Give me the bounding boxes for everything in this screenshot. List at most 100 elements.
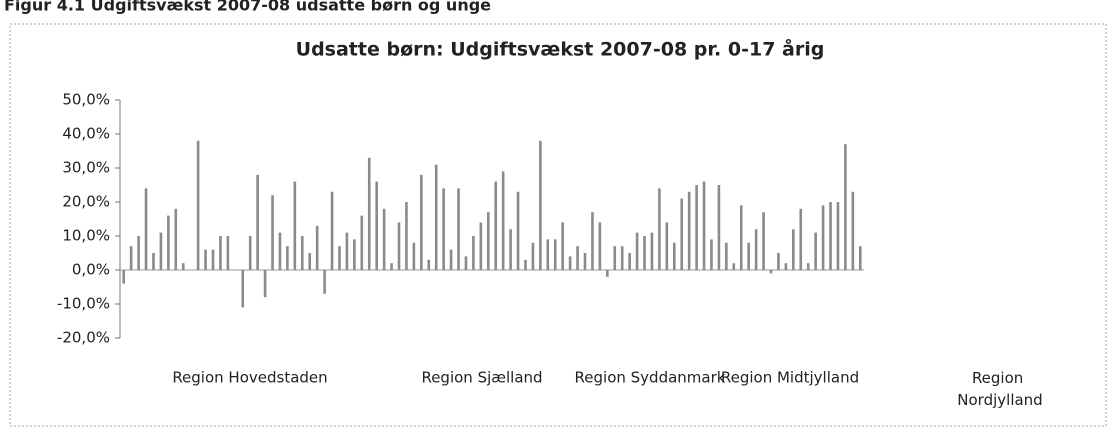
bar [486, 212, 490, 270]
bar [732, 263, 736, 270]
bar [606, 270, 609, 277]
bar [144, 188, 148, 270]
bar [479, 222, 483, 270]
region-label: Region Midtjylland [721, 369, 859, 387]
bar [211, 249, 215, 270]
bar [382, 208, 386, 270]
bar [628, 253, 631, 270]
bar [680, 198, 684, 270]
bar [226, 236, 230, 270]
bar [747, 242, 750, 270]
bar [531, 242, 535, 270]
region-label: Region Sjælland [421, 369, 542, 387]
bar [405, 202, 408, 270]
bar [814, 232, 817, 270]
bar [546, 239, 550, 270]
bar [650, 232, 654, 270]
bar [583, 253, 587, 270]
bar [501, 171, 505, 270]
bar [844, 144, 847, 270]
bar [315, 225, 319, 270]
bar [658, 188, 661, 270]
bar [293, 181, 297, 270]
bar [204, 249, 207, 270]
y-tick-label: 10,0% [62, 227, 110, 245]
region-label: Region Hovedstaden [172, 369, 327, 387]
bar [390, 263, 393, 270]
bar [278, 232, 282, 270]
bar [286, 246, 289, 270]
bar [360, 215, 364, 270]
bar [806, 263, 810, 270]
bar [442, 188, 445, 270]
bar [263, 270, 267, 298]
bar [524, 259, 527, 270]
bar [308, 253, 312, 270]
bar [129, 246, 133, 270]
bar [598, 222, 602, 270]
bar [635, 232, 639, 270]
region-label: Region Syddanmark [575, 369, 726, 387]
bar [769, 270, 773, 274]
bar [137, 236, 140, 270]
bar [122, 270, 126, 284]
bar [516, 191, 520, 270]
bar [695, 185, 698, 270]
bar [300, 236, 304, 270]
chart-frame [9, 23, 1107, 427]
bar [367, 157, 371, 270]
bar [754, 229, 758, 270]
bar [330, 191, 334, 270]
bar [568, 256, 572, 270]
bar [702, 181, 706, 270]
bar [792, 229, 795, 270]
bar [248, 236, 252, 270]
y-tick-label: -10,0% [57, 295, 110, 313]
bar [672, 242, 676, 270]
bar [174, 208, 178, 270]
bar [434, 164, 438, 270]
bar [353, 239, 356, 270]
chart-title: Udsatte børn: Udgiftsvækst 2007-08 pr. 0… [296, 37, 825, 61]
bar [323, 270, 326, 294]
bar [591, 212, 594, 270]
bar [829, 202, 832, 270]
bar [345, 232, 349, 270]
bar [196, 140, 200, 270]
y-tick-label: 50,0% [62, 91, 110, 109]
y-tick-label: 0,0% [72, 261, 110, 279]
bar [799, 208, 803, 270]
bar [777, 253, 780, 270]
bar [375, 181, 378, 270]
bar [219, 236, 222, 270]
bar [620, 246, 624, 270]
bar [717, 185, 721, 270]
bar [509, 229, 512, 270]
bar [687, 191, 691, 270]
bar [739, 205, 743, 270]
bar [449, 249, 453, 270]
bar [427, 259, 431, 270]
bar [464, 256, 468, 270]
bar [412, 242, 416, 270]
bar [494, 181, 498, 270]
bar [710, 239, 713, 270]
bar [397, 222, 401, 270]
y-tick-label: 30,0% [62, 159, 110, 177]
bar [821, 205, 825, 270]
bar [152, 253, 155, 270]
caption: Figur 4.1 Udgiftsvækst 2007-08 udsatte b… [4, 0, 491, 15]
bar [167, 215, 170, 270]
bar [858, 246, 862, 270]
bar [338, 246, 341, 270]
y-tick-label: 20,0% [62, 193, 110, 211]
bar [181, 263, 185, 270]
bar [553, 239, 557, 270]
bar [472, 236, 475, 270]
bar [539, 140, 542, 270]
y-tick-label: 40,0% [62, 125, 110, 143]
bar [836, 202, 840, 270]
y-tick-label: -20,0% [57, 329, 110, 347]
